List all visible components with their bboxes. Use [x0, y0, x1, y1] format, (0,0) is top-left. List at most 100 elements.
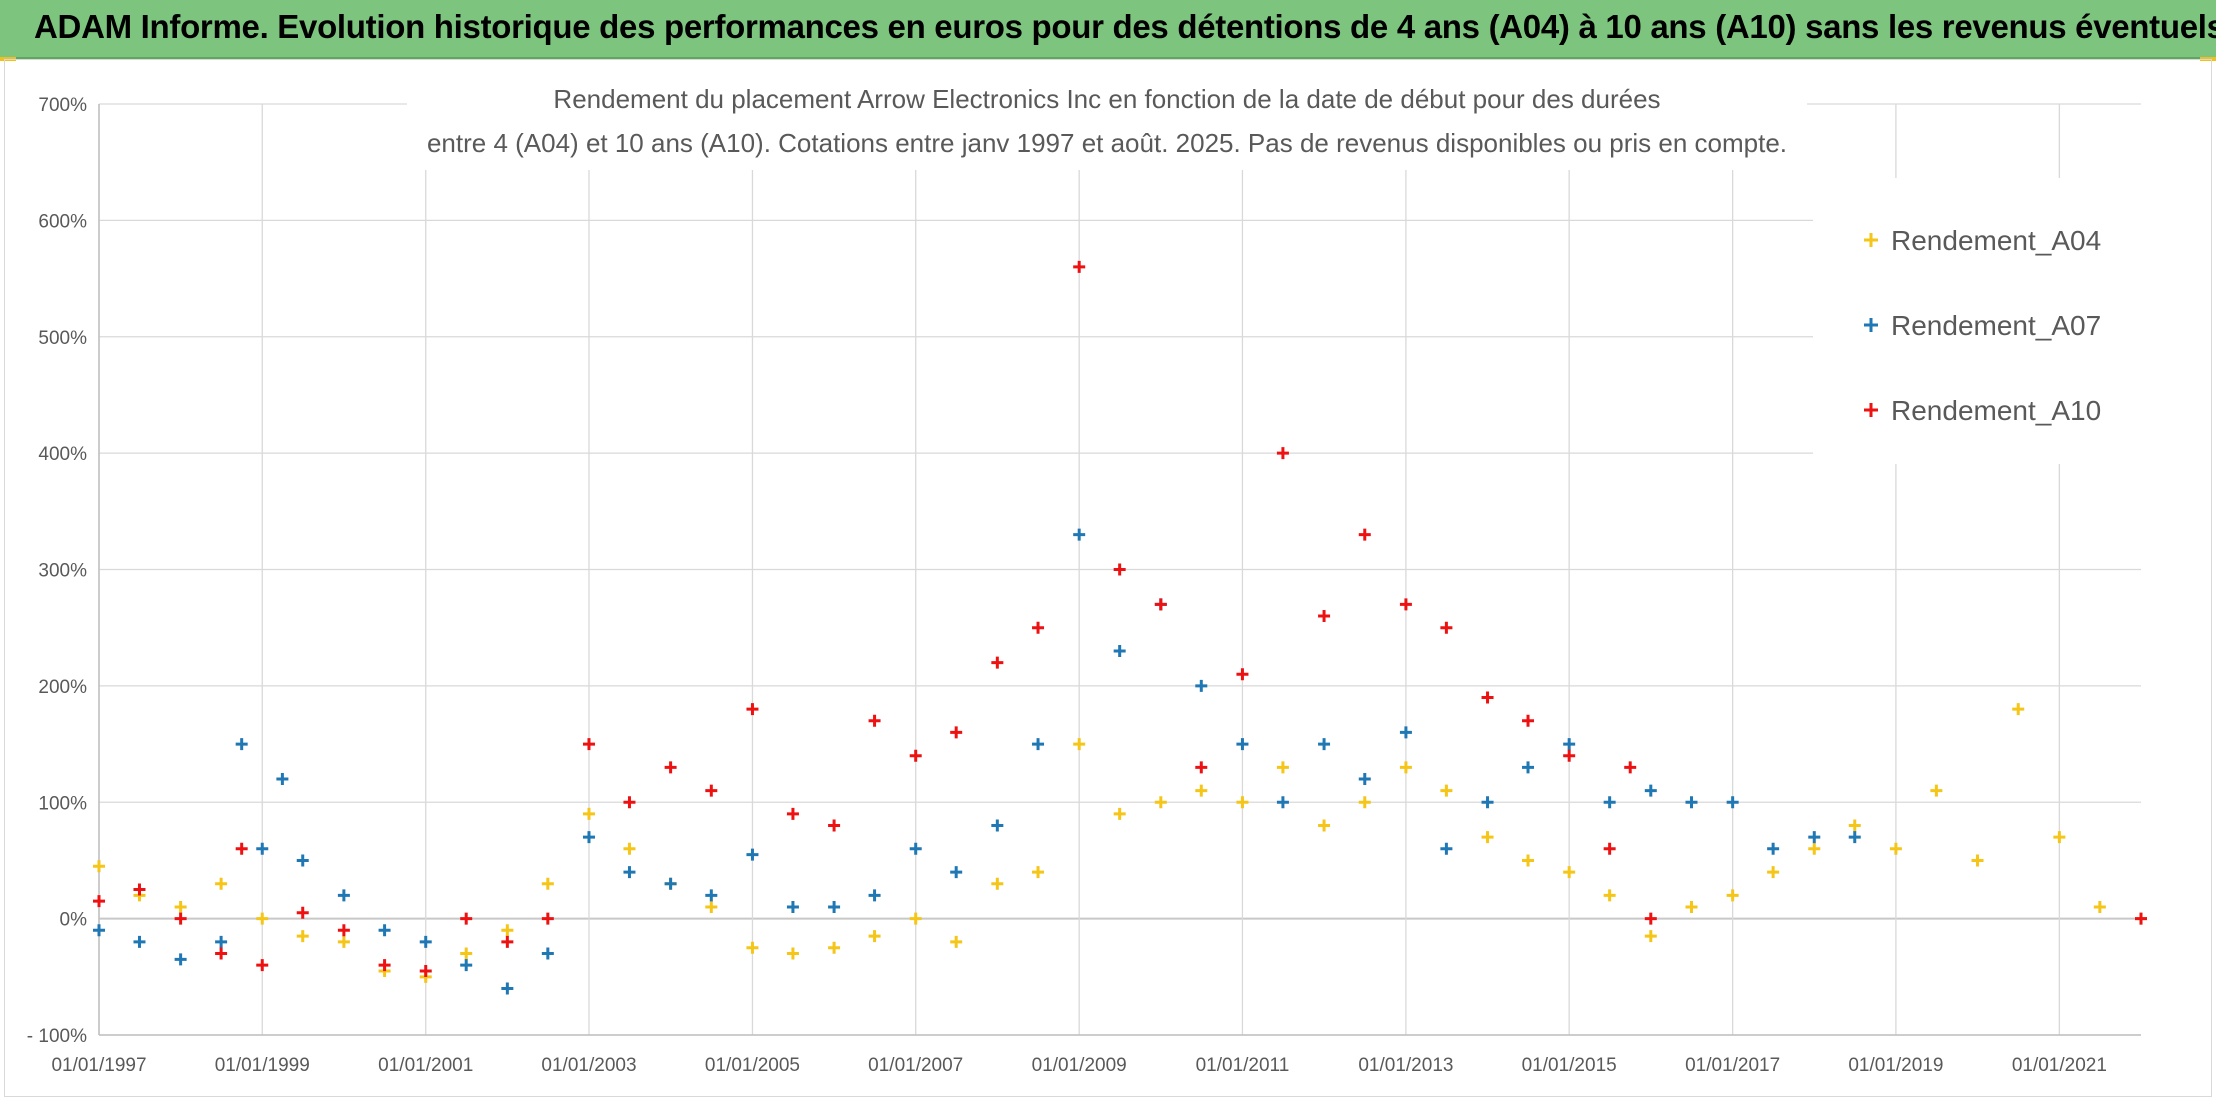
- data-point: [786, 947, 799, 960]
- data-point: [868, 714, 881, 727]
- data-point: [1481, 831, 1494, 844]
- data-point: [296, 906, 309, 919]
- data-point: [256, 959, 269, 972]
- x-tick-label: 01/01/2007: [868, 1055, 963, 1076]
- data-point: [909, 912, 922, 925]
- data-point: [1685, 900, 1698, 913]
- y-tick-label: 600%: [38, 211, 87, 232]
- chart-area: - 100% 0% 100% 200% 300% 400% 500% 600% 700% 01/0…: [4, 59, 2212, 1097]
- data-point: [1032, 738, 1045, 751]
- data-point: [1236, 796, 1249, 809]
- data-point: [1195, 679, 1208, 692]
- data-point: [1603, 842, 1616, 855]
- data-point: [541, 877, 554, 890]
- data-point: [1808, 831, 1821, 844]
- data-point: [1563, 866, 1576, 879]
- data-point: [296, 930, 309, 943]
- data-point: [1195, 784, 1208, 797]
- data-point: [1195, 761, 1208, 774]
- data-point: [256, 912, 269, 925]
- data-point: [1889, 842, 1902, 855]
- data-point: [746, 703, 759, 716]
- data-point: [1358, 772, 1371, 785]
- data-point: [276, 772, 289, 785]
- data-point: [133, 935, 146, 948]
- scatter-chart: - 100% 0% 100% 200% 300% 400% 500% 600% 700% 01/0…: [27, 60, 2147, 1076]
- data-point: [1154, 796, 1167, 809]
- data-point: [1644, 912, 1657, 925]
- data-point: [1848, 819, 1861, 832]
- data-point: [582, 831, 595, 844]
- data-point: [1624, 761, 1637, 774]
- data-point: [1685, 796, 1698, 809]
- data-point: [1808, 842, 1821, 855]
- x-tick-label: 01/01/2001: [378, 1055, 473, 1076]
- legend-marker: [1864, 318, 1878, 332]
- data-point: [235, 738, 248, 751]
- y-tick-label: 200%: [38, 677, 87, 698]
- data-point: [1276, 796, 1289, 809]
- report-banner: ADAM Informe. Evolution historique des p…: [0, 0, 2216, 59]
- data-point: [705, 889, 718, 902]
- y-tick-label: 100%: [38, 793, 87, 814]
- data-point: [337, 889, 350, 902]
- data-point: [1399, 598, 1412, 611]
- y-tick-label: 300%: [38, 561, 87, 582]
- data-point: [1440, 621, 1453, 634]
- legend-marker: [1864, 233, 1878, 247]
- data-point: [1644, 930, 1657, 943]
- x-tick-label: 01/01/1997: [51, 1055, 146, 1076]
- data-point: [786, 807, 799, 820]
- data-point: [1848, 831, 1861, 844]
- data-point: [93, 895, 105, 908]
- data-point: [1318, 610, 1331, 623]
- data-point: [1522, 854, 1535, 867]
- data-point: [1481, 691, 1494, 704]
- data-point: [991, 656, 1004, 669]
- data-point: [501, 982, 514, 995]
- data-point: [828, 819, 841, 832]
- data-point: [460, 959, 473, 972]
- data-point: [1563, 738, 1576, 751]
- data-point: [419, 935, 432, 948]
- x-tick-label: 01/01/2005: [705, 1055, 800, 1076]
- data-point: [1236, 668, 1249, 681]
- data-point: [133, 883, 146, 896]
- data-point: [868, 930, 881, 943]
- data-point: [705, 784, 718, 797]
- x-tick-label: 01/01/2003: [541, 1055, 636, 1076]
- data-point: [868, 889, 881, 902]
- data-point: [950, 726, 963, 739]
- data-point: [1113, 563, 1126, 576]
- data-point: [215, 877, 228, 890]
- legend-label: Rendement_A10: [1891, 395, 2101, 426]
- data-point: [1358, 528, 1371, 541]
- legend-label: Rendement_A07: [1891, 310, 2101, 341]
- data-point: [582, 738, 595, 751]
- data-point: [501, 935, 514, 948]
- data-point: [1113, 644, 1126, 657]
- data-point: [460, 947, 473, 960]
- x-tick-label: 01/01/2015: [1522, 1055, 1617, 1076]
- data-point: [1971, 854, 1984, 867]
- data-point: [1726, 796, 1739, 809]
- data-point: [1726, 889, 1739, 902]
- x-tick-label: 01/01/2019: [1848, 1055, 1943, 1076]
- data-point: [1767, 866, 1780, 879]
- x-tick-label: 01/01/2009: [1032, 1055, 1127, 1076]
- data-point: [2135, 912, 2147, 925]
- data-point: [705, 900, 718, 913]
- x-tick-label: 01/01/2013: [1358, 1055, 1453, 1076]
- data-point: [1276, 447, 1289, 460]
- data-point: [623, 842, 636, 855]
- data-point: [378, 959, 391, 972]
- data-point: [1522, 714, 1535, 727]
- data-point: [950, 935, 963, 948]
- report-title: ADAM Informe. Evolution historique des p…: [34, 8, 2216, 45]
- data-point: [1073, 738, 1086, 751]
- data-point: [623, 866, 636, 879]
- data-point: [664, 877, 677, 890]
- data-point: [1073, 260, 1086, 273]
- data-point: [1113, 807, 1126, 820]
- data-point: [1930, 784, 1943, 797]
